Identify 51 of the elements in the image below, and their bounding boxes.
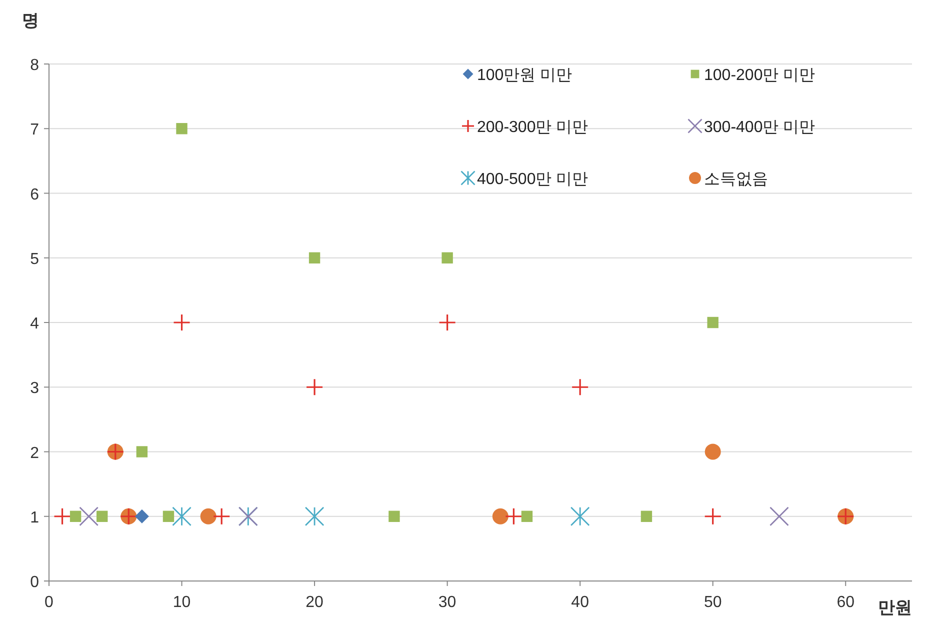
point [704, 444, 721, 460]
point [79, 506, 99, 526]
y-tick-label: 0 [30, 574, 40, 591]
point [492, 508, 508, 524]
y-tick-label: 8 [30, 57, 40, 74]
point [442, 252, 453, 264]
point [176, 123, 188, 134]
x-tick-label: 10 [172, 594, 191, 611]
point [438, 314, 456, 332]
point [212, 508, 230, 526]
point [308, 252, 320, 264]
y-tick-label: 2 [30, 444, 40, 462]
y-tick-label: 7 [30, 122, 40, 139]
point [704, 508, 722, 526]
legend-label: 100-200만 미만 [704, 67, 816, 84]
point [53, 508, 72, 526]
x-tick-label: 50 [704, 594, 722, 611]
y-tick-label: 5 [30, 250, 40, 268]
point [96, 510, 108, 522]
point [162, 510, 174, 522]
x-tick-label: 60 [836, 594, 855, 611]
point [570, 506, 590, 526]
y-tick-label: 1 [30, 509, 40, 526]
point [504, 508, 522, 526]
point [200, 508, 216, 524]
legend-label: 소득없음 [704, 171, 768, 188]
point [388, 510, 400, 522]
point [70, 510, 82, 522]
y-tick-label: 3 [30, 380, 40, 398]
x-tick-label: 0 [44, 594, 54, 611]
point [640, 510, 652, 522]
x-tick-label: 40 [571, 594, 590, 611]
point [172, 506, 192, 526]
point [521, 510, 533, 522]
y-axis-title: 명 [22, 11, 39, 30]
point [172, 314, 191, 332]
x-tick-label: 30 [438, 594, 456, 611]
point [304, 506, 324, 526]
point [770, 506, 789, 526]
legend-label: 400-500만 미만 [477, 171, 588, 188]
point [707, 316, 718, 328]
x-tick-label: 20 [306, 594, 324, 611]
legend-label: 200-300만 미만 [477, 119, 588, 136]
x-axis-title: 만원 [878, 598, 912, 617]
y-tick-label: 4 [30, 316, 40, 332]
legend-label: 100만원 미만 [477, 67, 572, 84]
point [571, 378, 589, 396]
legend-label: 300-400만 미만 [704, 119, 816, 136]
point [136, 446, 148, 458]
point [306, 378, 324, 396]
y-tick-label: 6 [30, 186, 40, 204]
